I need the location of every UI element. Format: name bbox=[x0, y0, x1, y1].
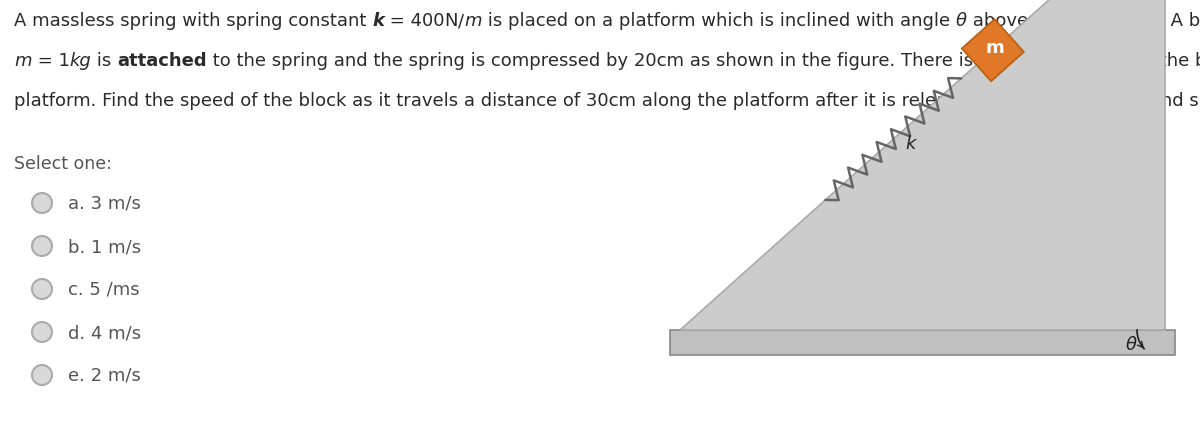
Text: N: N bbox=[445, 12, 458, 30]
Text: to the spring and the spring is compressed by 20cm as shown in the figure. There: to the spring and the spring is compress… bbox=[206, 52, 1200, 70]
Polygon shape bbox=[670, 330, 1175, 355]
Circle shape bbox=[32, 322, 52, 342]
Text: Select one:: Select one: bbox=[14, 155, 112, 173]
Text: k: k bbox=[905, 135, 916, 153]
Text: = 400: = 400 bbox=[384, 12, 445, 30]
Text: θ: θ bbox=[1126, 336, 1136, 354]
Text: θ: θ bbox=[955, 12, 967, 30]
Circle shape bbox=[32, 279, 52, 299]
Polygon shape bbox=[680, 0, 1165, 330]
Text: m: m bbox=[1104, 92, 1122, 110]
Text: m: m bbox=[464, 12, 481, 30]
Text: attached: attached bbox=[118, 52, 206, 70]
Text: e. 2 m/s: e. 2 m/s bbox=[68, 367, 140, 385]
Text: above the horizontal. A block of mass: above the horizontal. A block of mass bbox=[967, 12, 1200, 30]
Text: g: g bbox=[1044, 92, 1055, 110]
Text: b. 1 m/s: b. 1 m/s bbox=[68, 238, 142, 256]
Text: platform. Find the speed of the block as it travels a distance of 30cm along the: platform. Find the speed of the block as… bbox=[14, 92, 1044, 110]
Text: m: m bbox=[985, 39, 1004, 57]
Text: /: / bbox=[1122, 92, 1128, 110]
Text: ²: ² bbox=[1138, 92, 1145, 110]
Text: c. 5 /ms: c. 5 /ms bbox=[68, 281, 139, 299]
Text: m: m bbox=[14, 52, 31, 70]
Text: a. 3 m/s: a. 3 m/s bbox=[68, 195, 140, 213]
Text: and sin: and sin bbox=[1145, 92, 1200, 110]
Text: is: is bbox=[91, 52, 118, 70]
Circle shape bbox=[32, 365, 52, 385]
Text: /: / bbox=[458, 12, 464, 30]
Text: kg: kg bbox=[70, 52, 91, 70]
Text: = 1: = 1 bbox=[31, 52, 70, 70]
Text: k: k bbox=[372, 12, 384, 30]
Polygon shape bbox=[961, 19, 1024, 81]
Text: s: s bbox=[1128, 92, 1138, 110]
Circle shape bbox=[32, 236, 52, 256]
Text: = 10: = 10 bbox=[1055, 92, 1104, 110]
Text: d. 4 m/s: d. 4 m/s bbox=[68, 324, 142, 342]
Circle shape bbox=[32, 193, 52, 213]
Text: is placed on a platform which is inclined with angle: is placed on a platform which is incline… bbox=[481, 12, 955, 30]
Text: A massless spring with spring constant: A massless spring with spring constant bbox=[14, 12, 372, 30]
